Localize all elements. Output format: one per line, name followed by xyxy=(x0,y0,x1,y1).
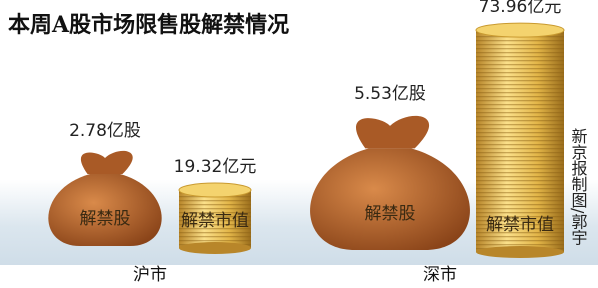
bag-knot xyxy=(356,116,429,149)
coin-bottom xyxy=(476,246,564,258)
category-label: 沪市 xyxy=(133,265,167,285)
money-bag xyxy=(310,148,470,250)
coin-label: 解禁市值 xyxy=(486,215,554,235)
value-label: 5.53亿股 xyxy=(354,84,426,104)
value-label: 73.96亿元 xyxy=(479,0,562,17)
value-label: 2.78亿股 xyxy=(69,121,141,141)
coin-top xyxy=(179,183,251,197)
coin-bottom xyxy=(179,242,251,254)
credit: 新京报制图/郭宇 xyxy=(569,128,588,245)
coin-top xyxy=(476,23,564,37)
chart-title: 本周A股市场限售股解禁情况 xyxy=(8,12,289,38)
bag-label: 解禁股 xyxy=(80,209,131,229)
chart: 本周A股市场限售股解禁情况 新京报制图/郭宇 沪市2.78亿股解禁股19.32亿… xyxy=(0,0,598,288)
bag-label: 解禁股 xyxy=(365,204,416,224)
bag-knot xyxy=(81,151,133,174)
coin-label: 解禁市值 xyxy=(181,211,249,231)
category-label: 深市 xyxy=(423,265,457,285)
value-label: 19.32亿元 xyxy=(174,157,257,177)
